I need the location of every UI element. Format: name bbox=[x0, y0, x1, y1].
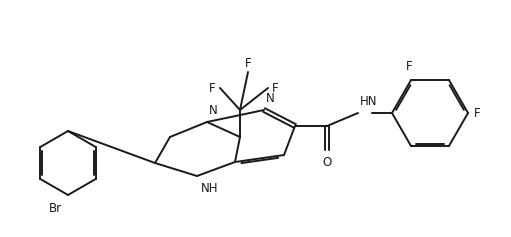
Text: N: N bbox=[266, 92, 275, 105]
Text: HN: HN bbox=[360, 95, 378, 108]
Text: N: N bbox=[209, 104, 218, 117]
Text: F: F bbox=[245, 57, 251, 70]
Text: F: F bbox=[406, 60, 412, 73]
Text: F: F bbox=[272, 82, 278, 95]
Text: NH: NH bbox=[201, 182, 219, 195]
Text: Br: Br bbox=[49, 202, 62, 215]
Text: O: O bbox=[322, 156, 332, 169]
Text: F: F bbox=[474, 106, 481, 119]
Text: F: F bbox=[210, 82, 216, 95]
